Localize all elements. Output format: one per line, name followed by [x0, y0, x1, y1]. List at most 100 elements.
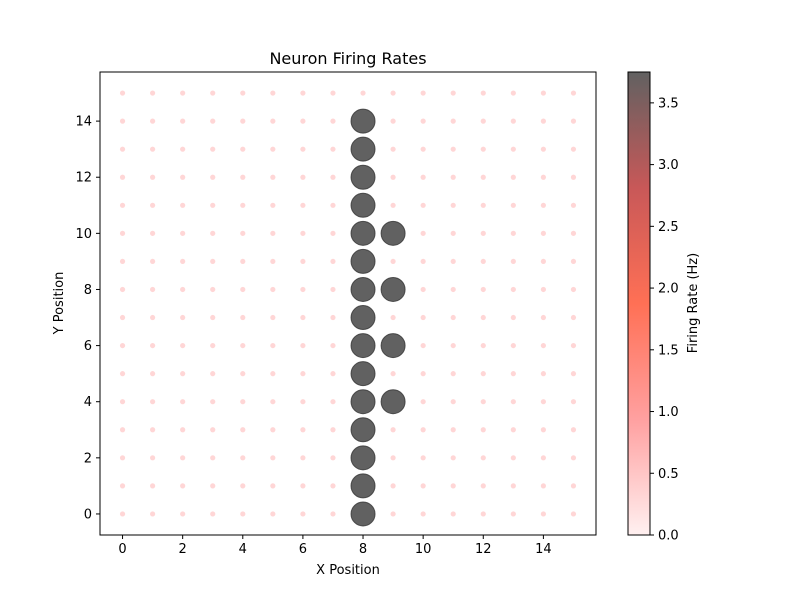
baseline-neuron-point — [570, 314, 577, 321]
baseline-neuron-point — [330, 314, 336, 321]
baseline-neuron-point — [510, 286, 516, 293]
baseline-neuron-point — [210, 342, 216, 349]
baseline-neuron-point — [270, 371, 276, 377]
baseline-neuron-point — [510, 427, 516, 433]
baseline-neuron-point — [240, 286, 246, 293]
baseline-neuron-point — [270, 230, 276, 236]
baseline-neuron-point — [450, 511, 456, 517]
baseline-neuron-point — [180, 399, 186, 405]
colorbar-tick-label: 0.0 — [658, 529, 679, 544]
baseline-neuron-point — [390, 90, 396, 96]
baseline-neuron-point — [300, 511, 306, 517]
baseline-neuron-point — [390, 427, 396, 433]
baseline-neuron-point — [119, 118, 126, 124]
baseline-neuron-point — [210, 399, 216, 405]
baseline-neuron-point — [450, 174, 456, 180]
baseline-neuron-point — [210, 90, 216, 96]
baseline-neuron-point — [570, 371, 577, 377]
baseline-neuron-point — [450, 118, 456, 124]
baseline-neuron-point — [210, 483, 216, 489]
baseline-neuron-point — [510, 483, 516, 489]
baseline-neuron-point — [180, 230, 186, 236]
baseline-neuron-point — [180, 314, 186, 321]
baseline-neuron-point — [330, 427, 336, 433]
baseline-neuron-point — [390, 371, 396, 377]
active-neuron-point — [350, 501, 376, 527]
baseline-neuron-point — [360, 90, 366, 96]
active-neuron-point — [380, 276, 406, 302]
colorbar-tick-label: 1.5 — [658, 343, 679, 358]
chart-title: Neuron Firing Rates — [269, 49, 426, 68]
baseline-neuron-point — [119, 483, 126, 489]
baseline-neuron-point — [390, 511, 396, 517]
baseline-neuron-point — [300, 230, 306, 236]
baseline-neuron-point — [330, 371, 336, 377]
baseline-neuron-point — [300, 118, 306, 124]
baseline-neuron-point — [180, 455, 186, 461]
baseline-neuron-point — [480, 511, 486, 517]
baseline-neuron-point — [210, 286, 216, 293]
colorbar-tick-label: 1.0 — [658, 405, 679, 420]
baseline-neuron-point — [270, 427, 276, 433]
baseline-neuron-point — [540, 342, 546, 349]
baseline-neuron-point — [330, 174, 336, 180]
baseline-neuron-point — [510, 146, 516, 152]
baseline-neuron-point — [210, 455, 216, 461]
x-axis-label: X Position — [316, 563, 380, 578]
baseline-neuron-point — [450, 90, 456, 96]
baseline-neuron-point — [270, 511, 276, 517]
baseline-neuron-point — [240, 399, 246, 405]
baseline-neuron-point — [150, 174, 156, 180]
baseline-neuron-point — [420, 371, 426, 377]
baseline-neuron-point — [240, 174, 246, 180]
baseline-neuron-point — [450, 202, 456, 208]
baseline-neuron-point — [420, 286, 426, 293]
baseline-neuron-point — [270, 118, 276, 124]
baseline-neuron-point — [240, 202, 246, 208]
active-neuron-point — [350, 389, 376, 415]
baseline-neuron-point — [119, 230, 126, 236]
colorbar-tick-label: 2.0 — [658, 282, 679, 297]
baseline-neuron-point — [570, 118, 577, 124]
baseline-neuron-point — [150, 90, 156, 96]
baseline-neuron-point — [390, 118, 396, 124]
x-tick-label: 14 — [535, 542, 552, 557]
baseline-neuron-point — [270, 342, 276, 349]
active-neuron-point — [380, 333, 406, 359]
x-tick-label: 10 — [415, 542, 432, 557]
baseline-neuron-point — [570, 202, 577, 208]
baseline-neuron-point — [300, 90, 306, 96]
baseline-neuron-point — [330, 483, 336, 489]
baseline-neuron-point — [390, 174, 396, 180]
baseline-neuron-point — [210, 230, 216, 236]
baseline-neuron-point — [119, 146, 126, 152]
baseline-neuron-point — [540, 427, 546, 433]
active-neuron-point — [350, 276, 376, 302]
baseline-neuron-point — [119, 427, 126, 433]
baseline-neuron-point — [240, 511, 246, 517]
baseline-neuron-point — [119, 314, 126, 321]
x-tick-label: 0 — [118, 542, 126, 557]
baseline-neuron-point — [300, 399, 306, 405]
active-neuron-point — [350, 108, 376, 134]
baseline-neuron-point — [210, 511, 216, 517]
baseline-neuron-point — [450, 399, 456, 405]
active-neuron-point — [380, 220, 406, 246]
baseline-neuron-point — [270, 286, 276, 293]
baseline-neuron-point — [150, 455, 156, 461]
baseline-neuron-point — [150, 202, 156, 208]
baseline-neuron-point — [150, 342, 156, 349]
baseline-neuron-point — [330, 90, 336, 96]
baseline-neuron-point — [480, 371, 486, 377]
colorbar-tick-label: 0.5 — [658, 467, 679, 482]
baseline-neuron-point — [390, 258, 396, 265]
baseline-neuron-point — [330, 286, 336, 293]
baseline-neuron-point — [300, 483, 306, 489]
baseline-neuron-point — [570, 146, 577, 152]
baseline-neuron-point — [510, 455, 516, 461]
baseline-neuron-point — [180, 342, 186, 349]
baseline-neuron-point — [540, 90, 546, 96]
baseline-neuron-point — [330, 399, 336, 405]
baseline-neuron-point — [240, 342, 246, 349]
